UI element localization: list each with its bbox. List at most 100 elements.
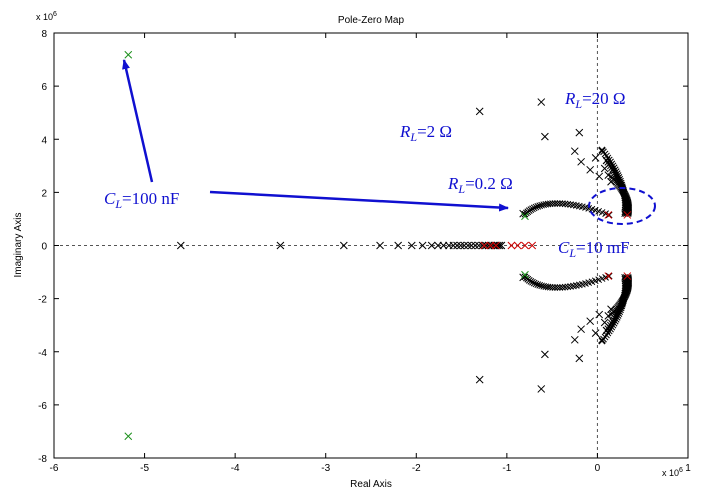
pole-marker: [607, 305, 615, 314]
y-tick-label: -8: [38, 454, 47, 465]
pole-marker: [276, 241, 285, 250]
pole-marker: [464, 241, 472, 250]
locus-mark: [612, 171, 620, 179]
reference-lines: [54, 33, 688, 458]
pole-marker: [467, 241, 476, 250]
pole-marker: [486, 241, 495, 250]
annotation-cl10: CL=10 mF: [558, 238, 630, 260]
pole-marker: [439, 241, 448, 250]
annotation-rl20: RL=20 Ω: [564, 89, 626, 111]
locus-mark: [605, 211, 613, 219]
pole-marker: [394, 241, 403, 250]
locus-mark: [549, 284, 556, 291]
x-tick-label: -5: [140, 463, 149, 474]
pole-marker: [521, 241, 529, 250]
pole-marker: [478, 241, 487, 250]
x-tick-label: 0: [595, 463, 601, 474]
pole-marker: [623, 211, 632, 219]
x-tick-label: -4: [231, 463, 240, 474]
pole-marker: [456, 241, 465, 250]
pole-marker: [570, 335, 579, 344]
y-tick-label: 4: [41, 135, 47, 146]
x-tick-label: -1: [502, 463, 511, 474]
locus-mark: [549, 200, 556, 207]
y-exponent-label: x 106: [36, 11, 57, 22]
locus-mark: [605, 272, 613, 280]
locus-mark: [553, 200, 561, 207]
pole-marker: [480, 241, 489, 250]
pole-marker: [474, 241, 483, 250]
pole-marker: [598, 335, 606, 344]
y-tick-label: 2: [41, 188, 47, 199]
pole-marker: [339, 241, 348, 250]
pole-marker: [528, 241, 537, 250]
pole-marker: [577, 325, 585, 334]
pole-marker: [418, 241, 427, 250]
pole-marker: [497, 241, 506, 250]
x-tick-label: -2: [412, 463, 421, 474]
pole-marker: [490, 241, 499, 250]
pole-marker: [600, 164, 609, 173]
locus-mark: [536, 202, 544, 210]
cl10-highlight-ellipse: [588, 187, 656, 225]
pole-marker: [449, 241, 458, 250]
pole-marker: [176, 241, 185, 250]
locus-mark: [559, 200, 566, 208]
locus-mark: [551, 200, 559, 207]
pole-marker: [598, 147, 606, 156]
arrow-to-inner-locus: [209, 190, 509, 212]
pole-marker: [575, 128, 584, 137]
pole-marker: [604, 211, 613, 219]
pole-marker: [537, 98, 546, 106]
pole-marker: [507, 241, 516, 250]
pole-marker: [434, 241, 442, 250]
locus-mark: [530, 204, 538, 212]
pole-marker: [602, 326, 611, 335]
pole-marker: [600, 318, 609, 327]
locus-mark: [556, 200, 564, 207]
pole-marker: [376, 241, 384, 250]
pole-marker: [471, 241, 480, 250]
pole-marker: [541, 350, 549, 359]
pole-marker: [604, 272, 613, 280]
x-tick-label: 1: [685, 463, 691, 474]
y-tick-label: -6: [38, 401, 47, 412]
pole-marker: [124, 50, 133, 59]
locus-mark: [551, 284, 559, 291]
pole-marker: [607, 177, 615, 186]
pole-marker: [604, 312, 613, 320]
pole-marker: [623, 272, 632, 280]
locus-mark: [553, 284, 561, 291]
locus-mark: [529, 278, 536, 286]
locus-mark: [610, 168, 618, 175]
locus-mark: [534, 281, 542, 288]
pole-marker: [591, 329, 600, 338]
pole-marker: [604, 171, 613, 179]
pole-markers: [124, 50, 632, 441]
annotation-rl02: RL=0.2 Ω: [447, 174, 513, 196]
pole-marker: [541, 132, 549, 141]
locus-mark: [534, 203, 542, 210]
chart-title: Pole-Zero Map: [338, 15, 405, 26]
pole-marker: [513, 241, 522, 250]
pole-marker: [595, 310, 604, 319]
locus-mark: [598, 275, 606, 282]
pole-marker: [591, 153, 600, 162]
locus-mark: [532, 280, 540, 288]
locus-mark: [561, 283, 569, 291]
x-tick-label: -6: [50, 463, 59, 474]
pole-marker: [586, 317, 595, 326]
annotation-rl2: RL=2 Ω: [399, 122, 452, 144]
y-axis-label: Imaginary Axis: [13, 212, 24, 277]
pole-marker: [495, 241, 504, 250]
locus-mark: [564, 283, 572, 291]
pole-marker: [521, 270, 529, 279]
locus-mark: [536, 281, 544, 289]
y-tick-label: -2: [38, 295, 47, 306]
pole-marker: [577, 157, 585, 166]
pole-marker: [407, 241, 416, 250]
locus-mark: [529, 205, 536, 213]
pole-marker: [427, 241, 436, 250]
pole-marker: [124, 432, 133, 441]
